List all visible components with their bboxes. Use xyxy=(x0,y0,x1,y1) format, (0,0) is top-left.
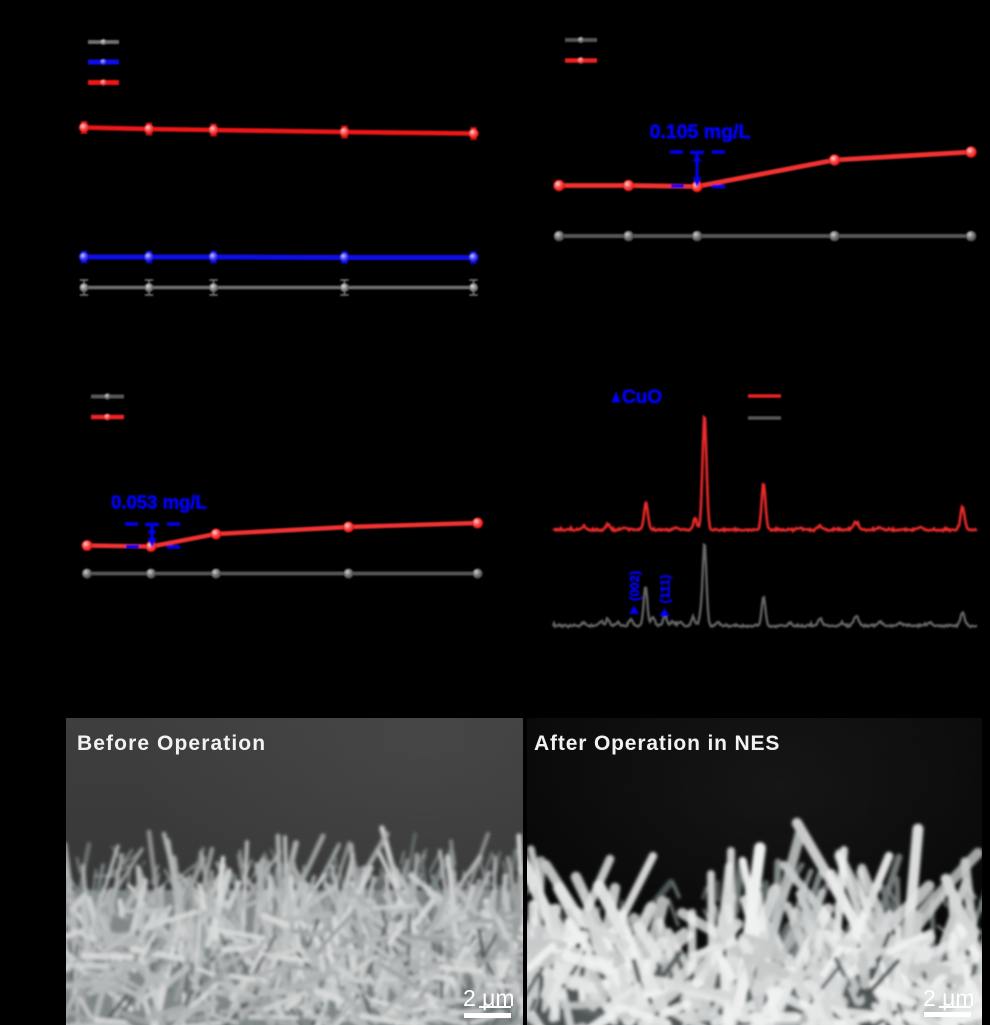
svg-text:(002): (002) xyxy=(627,571,642,601)
svg-text:(111): (111) xyxy=(658,575,673,604)
svg-text:After Operation in NES: After Operation in NES xyxy=(534,732,780,755)
svg-text:0.053 mg/L: 0.053 mg/L xyxy=(111,492,207,513)
svg-text:0.105 mg/L: 0.105 mg/L xyxy=(650,121,751,143)
svg-text:Before Operation: Before Operation xyxy=(77,732,266,755)
svg-text:CuO: CuO xyxy=(622,387,662,408)
